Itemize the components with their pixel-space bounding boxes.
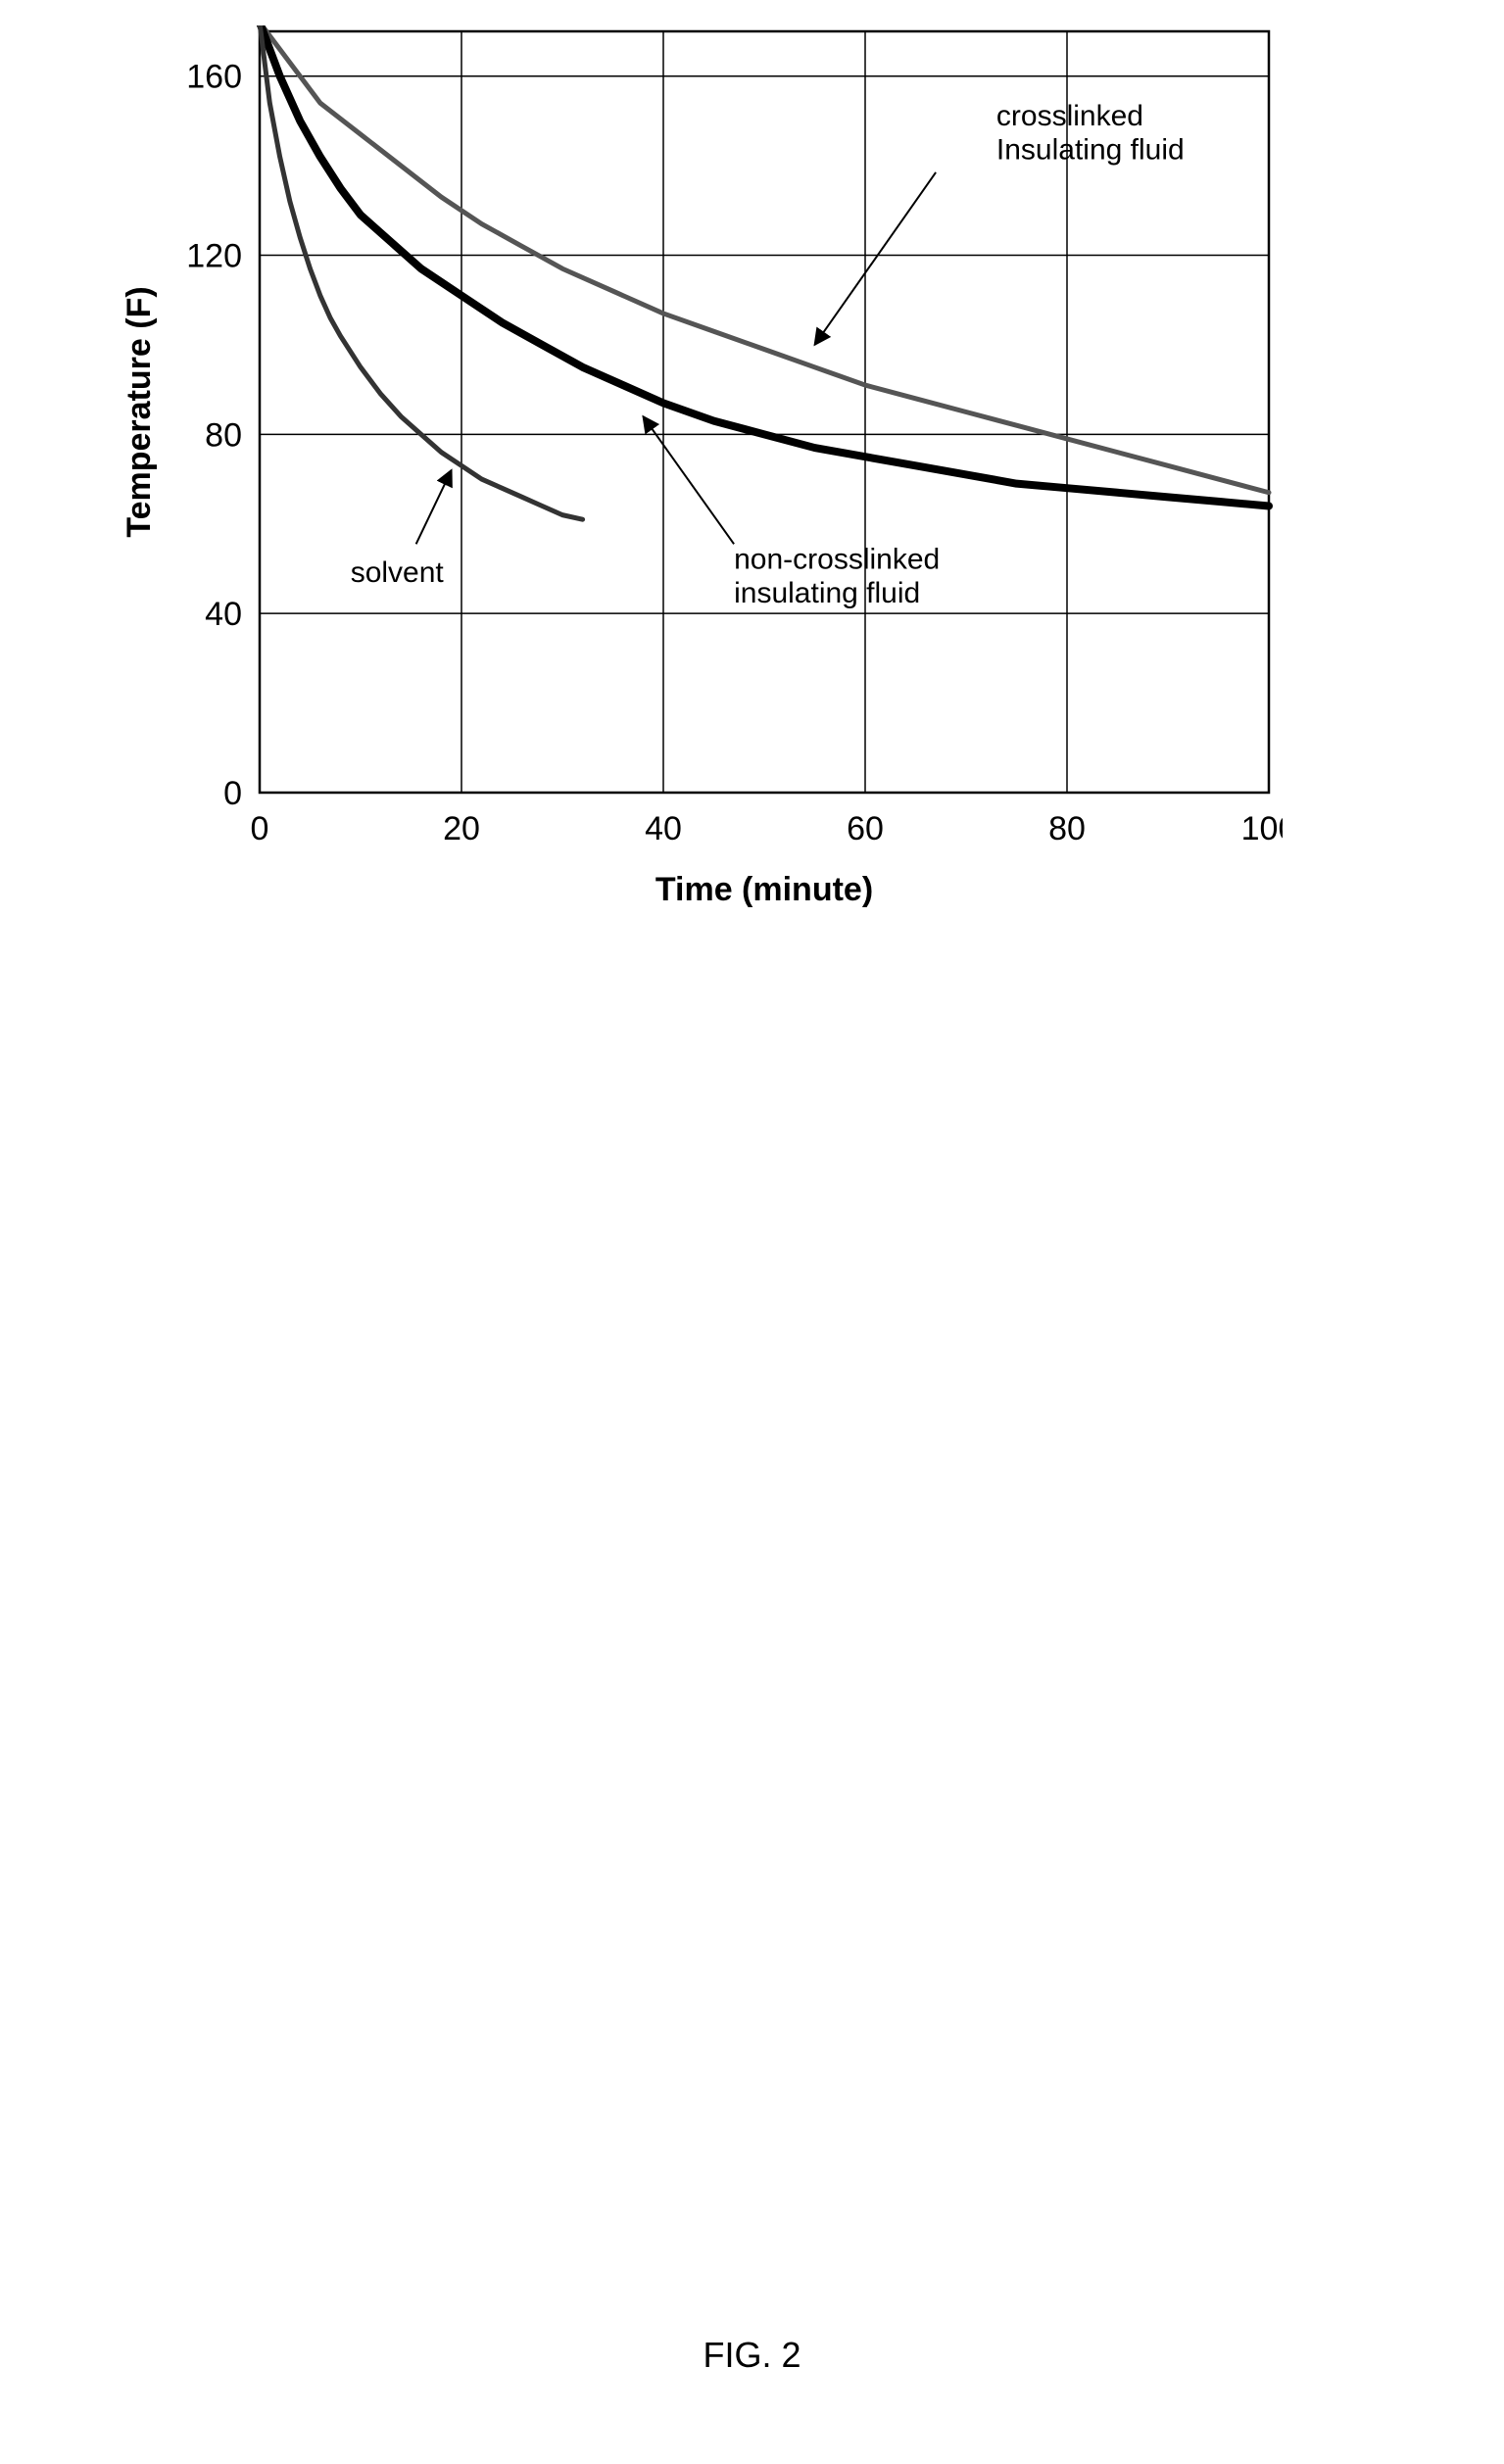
figure-caption: FIG. 2 xyxy=(0,2335,1504,2376)
chart-svg: 02040608010004080120160crosslinkedInsula… xyxy=(103,25,1283,930)
svg-text:non-crosslinkedinsulating flui: non-crosslinkedinsulating fluid xyxy=(734,543,940,609)
svg-text:Time (minute): Time (minute) xyxy=(655,871,873,908)
svg-text:40: 40 xyxy=(645,810,682,847)
svg-text:solvent: solvent xyxy=(351,556,445,589)
svg-text:Temperature (F): Temperature (F) xyxy=(121,286,158,537)
svg-text:0: 0 xyxy=(223,775,242,812)
svg-text:20: 20 xyxy=(443,810,480,847)
svg-text:120: 120 xyxy=(186,238,242,275)
svg-text:160: 160 xyxy=(186,59,242,96)
svg-text:0: 0 xyxy=(251,810,269,847)
page: 02040608010004080120160crosslinkedInsula… xyxy=(0,0,1504,2464)
svg-text:40: 40 xyxy=(205,596,242,633)
temperature-vs-time-chart: 02040608010004080120160crosslinkedInsula… xyxy=(103,25,1283,930)
svg-text:80: 80 xyxy=(205,416,242,454)
svg-text:100: 100 xyxy=(1241,810,1283,847)
svg-text:80: 80 xyxy=(1048,810,1086,847)
svg-text:60: 60 xyxy=(847,810,884,847)
